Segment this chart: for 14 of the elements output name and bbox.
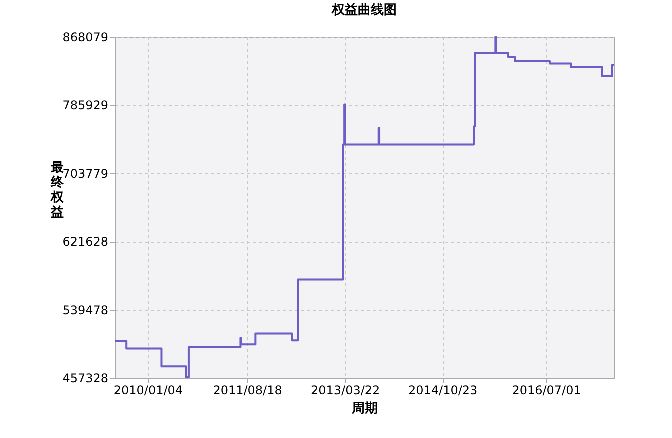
x-tick-label: 2011/08/18 <box>213 384 282 398</box>
chart-title: 权益曲线图 <box>331 3 397 18</box>
x-tick-label: 2016/07/01 <box>512 384 582 398</box>
y-tick-label: 785929 <box>62 98 108 113</box>
y-tick-label: 539478 <box>62 303 108 318</box>
x-tick-label: 2010/01/04 <box>114 384 184 398</box>
y-axis-title: 最终权益 <box>50 160 65 220</box>
y-tick-label: 868079 <box>62 30 108 44</box>
x-tick-label: 2014/10/23 <box>408 384 478 398</box>
y-tick-label: 703779 <box>62 166 108 181</box>
y-tick-label: 621628 <box>62 235 108 250</box>
x-tick-label: 2013/03/22 <box>311 384 380 398</box>
y-tick-label: 457328 <box>62 372 108 386</box>
x-axis-title: 周期 <box>351 402 378 416</box>
